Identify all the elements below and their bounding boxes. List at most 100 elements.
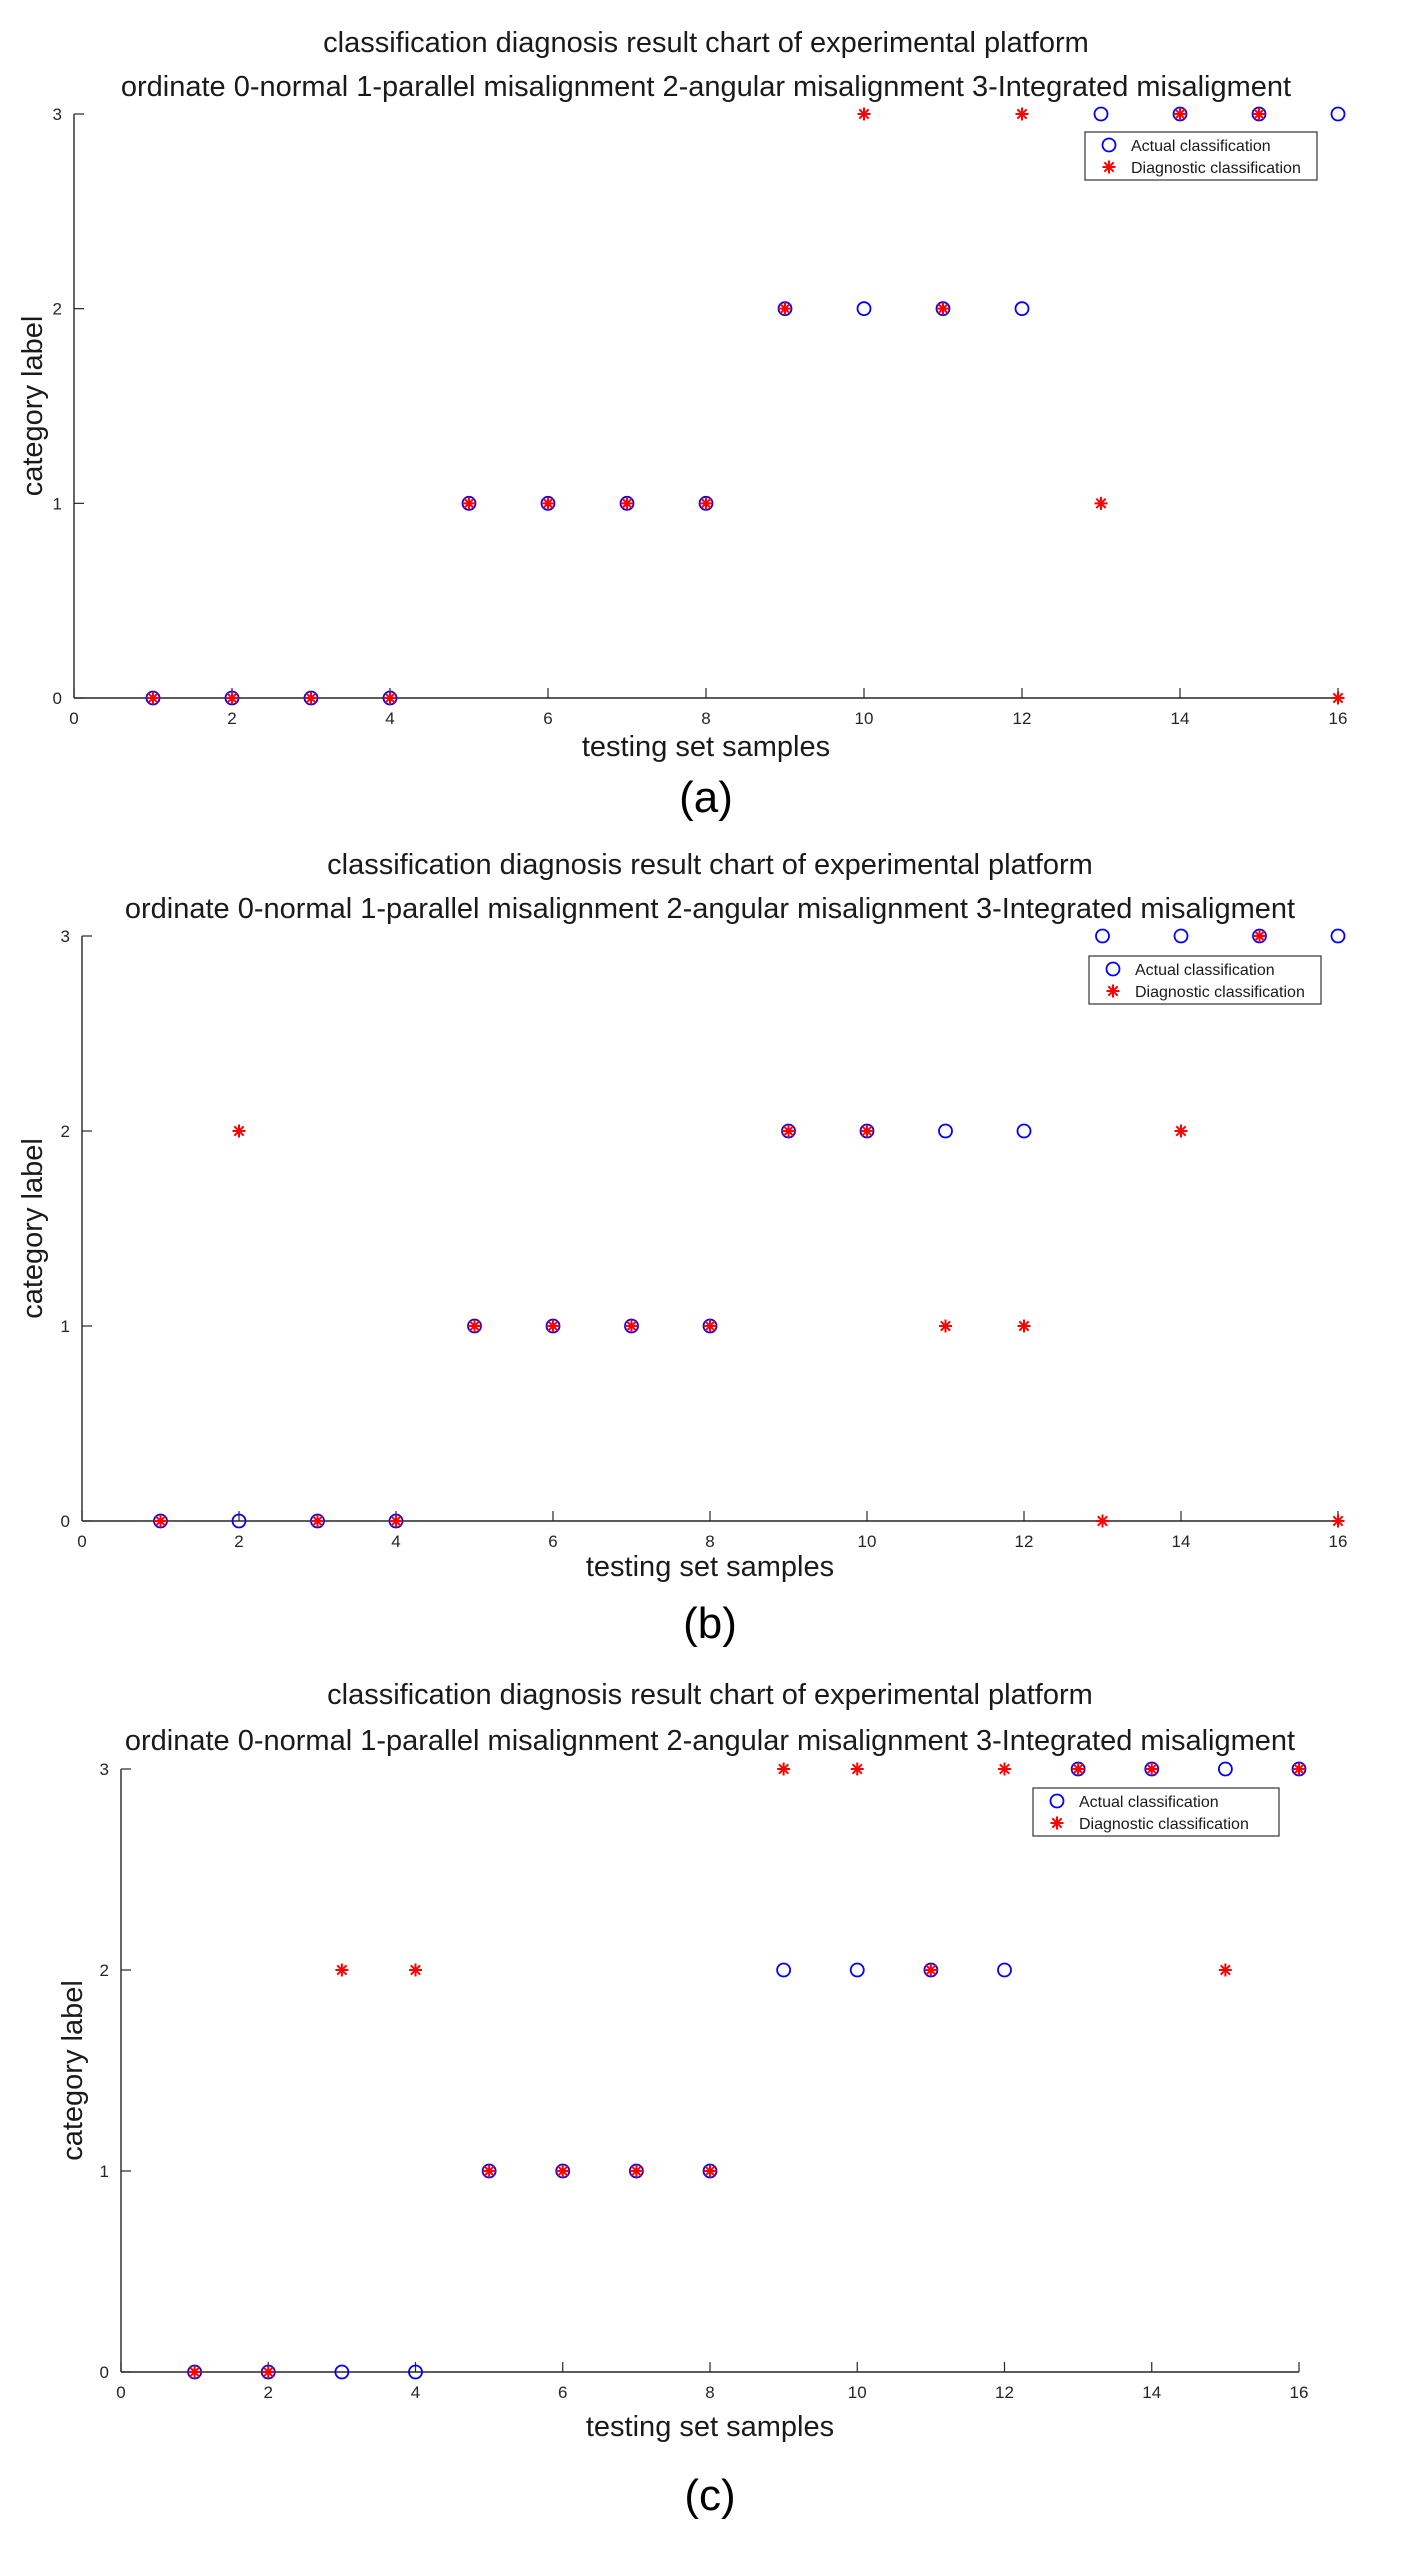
x-axis-label: testing set samples [586, 1551, 834, 1583]
diagnostic-point [389, 1514, 403, 1528]
legend-entry: Actual classification [1131, 138, 1271, 155]
diagnostic-point [304, 691, 318, 705]
x-tick-label: 0 [69, 709, 78, 728]
legend-entry: Diagnostic classification [1135, 984, 1305, 1001]
actual-point [1014, 301, 1030, 317]
legend-entry: Actual classification [1079, 1794, 1219, 1811]
x-tick-label: 14 [1172, 1532, 1191, 1551]
diagnostic-point [1253, 929, 1266, 943]
diagnostic-point [1094, 496, 1108, 510]
x-tick-label: 2 [227, 709, 236, 728]
diagnostic-point [261, 2365, 275, 2379]
actual-point [938, 1123, 953, 1139]
diagnostic-point [541, 496, 555, 510]
legend-box [1032, 1787, 1280, 1837]
x-tick-label: 2 [264, 2383, 273, 2402]
actual-point [1330, 106, 1346, 122]
chart-panel-b: classification diagnosis result chart of… [17, 849, 1347, 1648]
diagnostic-point [468, 1319, 481, 1333]
diagnostic-point [1015, 107, 1029, 121]
y-tick-label: 2 [53, 300, 62, 319]
actual-point [997, 1962, 1012, 1978]
chart-panel-c: classification diagnosis result chart of… [57, 1679, 1308, 2520]
diagnostic-point [924, 1963, 938, 1977]
legend-box [1084, 131, 1318, 181]
legend-circle-marker [1049, 1793, 1065, 1809]
x-tick-label: 10 [858, 1532, 877, 1551]
y-axis-label: category label [17, 316, 49, 497]
y-tick-label: 2 [100, 1961, 109, 1980]
x-axis-label: testing set samples [582, 731, 830, 763]
x-tick-label: 14 [1142, 2383, 1161, 2402]
actual-point [776, 1962, 792, 1978]
legend: Actual classification Diagnostic classifi… [1032, 1787, 1280, 1837]
actual-point [1173, 928, 1189, 944]
legend-entry: Diagnostic classification [1131, 160, 1301, 177]
y-tick-label: 1 [53, 494, 62, 513]
legend-box [1088, 955, 1322, 1005]
legend: Actual classification Diagnostic classifi… [1088, 955, 1322, 1005]
diagnostic-point [146, 691, 160, 705]
diagnostic-point [998, 1762, 1011, 1776]
actual-point [1330, 928, 1346, 944]
y-tick-label: 1 [61, 1317, 70, 1336]
y-tick-label: 3 [53, 105, 62, 124]
legend-asterisk-marker [1050, 1816, 1064, 1830]
legend-entry: Diagnostic classification [1079, 1816, 1249, 1833]
diagnostic-point [703, 1319, 717, 1333]
x-tick-label: 4 [411, 2383, 420, 2402]
diagnostic-point [850, 1762, 864, 1776]
legend-circle-marker [1105, 961, 1121, 977]
diagnostic-point [777, 1762, 791, 1776]
actual-point [1217, 1761, 1233, 1777]
actual-point [334, 2364, 350, 2380]
chart-title: classification diagnosis result chart of… [327, 849, 1093, 881]
x-tick-label: 12 [1013, 709, 1032, 728]
x-tick-label: 4 [391, 1532, 400, 1551]
x-tick-label: 16 [1290, 2383, 1309, 2402]
legend-entry: Actual classification [1135, 962, 1275, 979]
diagnostic-point [1252, 107, 1266, 121]
diagnostic-point [699, 496, 713, 510]
diagnostic-point [782, 1124, 795, 1138]
actual-point [231, 1513, 247, 1529]
x-tick-label: 12 [1015, 1532, 1034, 1551]
chart-subtitle: ordinate 0-normal 1-parallel misalignmen… [125, 893, 1295, 925]
x-tick-label: 8 [705, 2383, 714, 2402]
y-tick-label: 0 [53, 689, 62, 708]
diagnostic-point [154, 1514, 167, 1528]
diagnostic-point [409, 1963, 422, 1977]
x-tick-label: 16 [1329, 709, 1348, 728]
diagnostic-point [1218, 1963, 1232, 1977]
x-tick-label: 6 [548, 1532, 557, 1551]
x-tick-label: 6 [543, 709, 552, 728]
diagnostic-point [1174, 1124, 1188, 1138]
y-axis-label: category label [57, 1980, 89, 2161]
y-tick-label: 0 [100, 2363, 109, 2382]
x-tick-label: 2 [234, 1532, 243, 1551]
diagnostic-point [311, 1514, 324, 1528]
legend-asterisk-marker [1106, 984, 1120, 998]
diagnostic-point [1292, 1762, 1306, 1776]
actual-point [849, 1962, 865, 1978]
x-tick-label: 4 [385, 709, 394, 728]
diagnostic-point [620, 496, 634, 510]
diagnostic-point [188, 2365, 202, 2379]
diagnostic-point [335, 1963, 349, 1977]
x-tick-label: 8 [701, 709, 710, 728]
chart-subtitle: ordinate 0-normal 1-parallel misalignmen… [125, 1725, 1295, 1757]
diagnostic-point [546, 1319, 560, 1333]
chart-subtitle: ordinate 0-normal 1-parallel misalignmen… [121, 71, 1291, 103]
diagnostic-point [857, 107, 871, 121]
diagnostic-point [1331, 1514, 1345, 1528]
y-tick-label: 0 [61, 1512, 70, 1531]
diagnostic-point [625, 1319, 638, 1333]
y-tick-label: 2 [61, 1122, 70, 1141]
diagnostic-point [860, 1124, 874, 1138]
diagnostic-point [778, 302, 792, 316]
panel-label: (c) [684, 2471, 735, 2520]
diagnostic-point [1173, 107, 1187, 121]
y-tick-label: 1 [100, 2162, 109, 2181]
x-tick-label: 6 [558, 2383, 567, 2402]
x-tick-label: 16 [1329, 1532, 1348, 1551]
